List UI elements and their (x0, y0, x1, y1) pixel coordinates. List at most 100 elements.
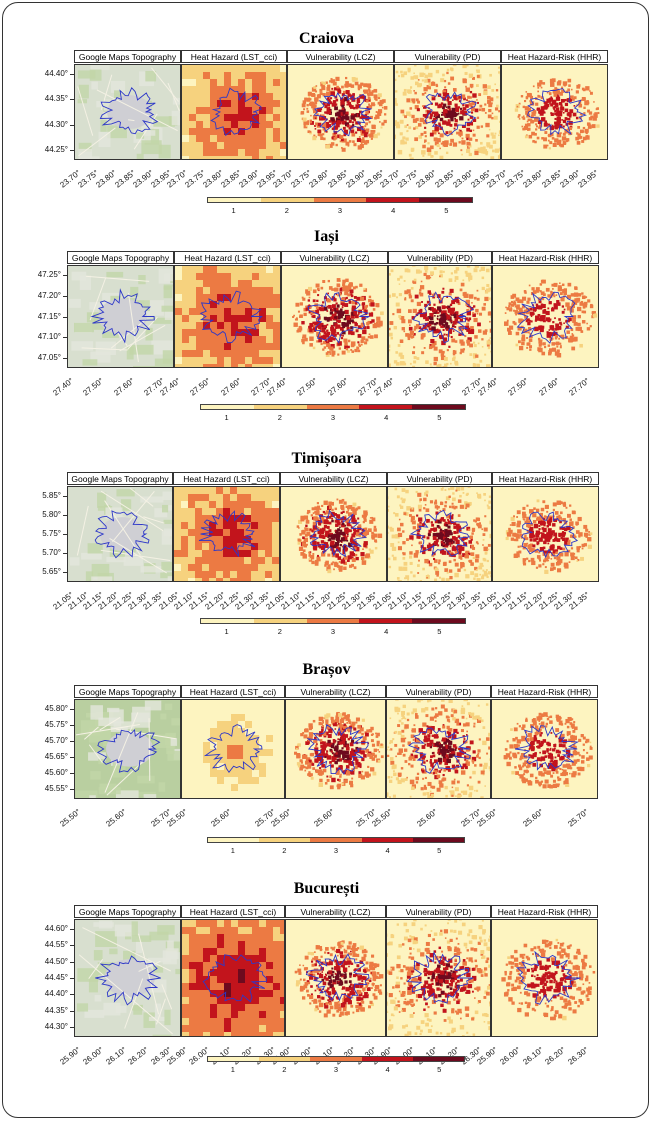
y-axis-label: 44.35° (44, 1005, 68, 1015)
legend-label: 4 (391, 206, 396, 215)
y-axis-label: 47.25° (37, 270, 61, 279)
panel-title: Vulnerability (LCZ) (287, 50, 394, 63)
y-axis-tick (70, 773, 74, 774)
map-panel (181, 64, 287, 160)
panel-title: Heat Hazard-Risk (HHR) (491, 685, 598, 698)
legend-label: 4 (384, 413, 389, 422)
panel-title: Heat Hazard (LST_cci) (173, 472, 280, 485)
legend-swatch (310, 838, 362, 842)
y-axis-tick (70, 150, 74, 151)
map-panel (388, 265, 492, 368)
legend-swatch (201, 405, 254, 409)
y-axis-label: 47.05° (37, 353, 61, 362)
y-axis-label: 44.50° (44, 956, 68, 966)
map-panel (387, 486, 492, 582)
panel-title: Google Maps Topography (74, 685, 181, 698)
map-panel (491, 699, 598, 799)
map-panel (74, 699, 181, 799)
legend-label: 5 (444, 206, 449, 215)
legend-label: 5 (437, 846, 442, 855)
legend-swatch (313, 198, 367, 202)
y-axis-label: 45.60° (44, 768, 68, 777)
y-axis-tick (63, 337, 67, 339)
map-panel (181, 919, 285, 1037)
legend-swatch (361, 1057, 413, 1061)
y-axis-label: 45.80° (44, 704, 68, 713)
y-axis-label: 5.85° (42, 491, 61, 500)
y-axis-tick (70, 994, 74, 996)
map-panel (492, 265, 599, 368)
map-panel (74, 64, 181, 160)
y-axis-tick (70, 124, 74, 126)
legend-label: 3 (333, 846, 339, 855)
panel-title: Heat Hazard-Risk (HHR) (492, 472, 599, 485)
legend-swatch (253, 405, 307, 409)
y-axis-tick (63, 295, 67, 297)
y-axis-label: 47.20° (37, 290, 61, 300)
legend-label: 3 (330, 413, 336, 422)
y-axis-label: 5.80° (42, 510, 61, 519)
y-axis-tick (70, 961, 74, 963)
y-axis-label: 5.70° (42, 548, 61, 557)
map-panel (492, 486, 599, 582)
panel-title: Vulnerability (LCZ) (285, 685, 386, 698)
color-legend (207, 837, 465, 843)
city-title: Brașov (302, 661, 351, 678)
legend-swatch (366, 198, 420, 202)
panel-title: Heat Hazard-Risk (HHR) (492, 251, 599, 264)
map-panel (174, 265, 281, 368)
legend-label: 1 (230, 1065, 235, 1074)
y-axis-label: 47.10° (37, 332, 61, 342)
y-axis-tick (70, 1010, 74, 1012)
legend-label: 4 (385, 846, 390, 855)
color-legend (200, 618, 466, 624)
legend-swatch (208, 198, 261, 202)
legend-swatch (359, 405, 413, 409)
legend-label: 1 (224, 413, 229, 422)
legend-label: 2 (284, 206, 289, 215)
legend-label: 3 (330, 627, 336, 636)
legend-label: 2 (282, 846, 287, 855)
y-axis-label: 45.55° (44, 784, 68, 793)
y-axis-tick (63, 515, 67, 516)
legend-label: 5 (437, 627, 442, 636)
color-legend (200, 404, 466, 410)
map-panel (491, 919, 598, 1037)
city-title: Timișoara (291, 450, 362, 467)
y-axis-label: 45.75° (44, 720, 68, 729)
legend-label: 1 (231, 206, 236, 215)
y-axis-tick (63, 316, 67, 318)
panel-title: Google Maps Topography (67, 251, 174, 264)
panel-title: Vulnerability (LCZ) (281, 251, 388, 264)
y-axis-label: 44.30° (44, 1022, 68, 1031)
legend-swatch (412, 1057, 465, 1061)
y-axis-tick (70, 709, 74, 710)
legend-swatch (259, 838, 311, 842)
panel-title: Google Maps Topography (67, 472, 173, 485)
y-axis-tick (70, 945, 74, 947)
y-axis-tick (63, 534, 67, 535)
legend-label: 2 (277, 413, 282, 422)
map-panel (67, 265, 174, 368)
map-panel (285, 699, 386, 799)
y-axis-label: 44.25° (44, 145, 68, 154)
panel-title: Heat Hazard-Risk (HHR) (491, 905, 598, 918)
y-axis-label: 44.55° (44, 940, 68, 950)
y-axis-tick (70, 929, 74, 930)
legend-swatch (361, 838, 413, 842)
y-axis-label: 5.75° (42, 529, 61, 538)
y-axis-label: 44.35° (44, 94, 68, 104)
legend-swatch (201, 619, 254, 623)
y-axis-tick (63, 275, 67, 276)
legend-swatch (310, 1057, 362, 1061)
color-legend (207, 1056, 465, 1062)
panel-title: Vulnerability (PD) (386, 905, 491, 918)
y-axis-label: 44.40° (44, 69, 68, 78)
y-axis-tick (63, 572, 67, 573)
legend-label: 1 (230, 846, 235, 855)
legend-label: 1 (224, 627, 229, 636)
legend-swatch (208, 1057, 260, 1061)
y-axis-tick (70, 99, 74, 101)
y-axis-tick (70, 757, 74, 758)
y-axis-tick (70, 789, 74, 790)
